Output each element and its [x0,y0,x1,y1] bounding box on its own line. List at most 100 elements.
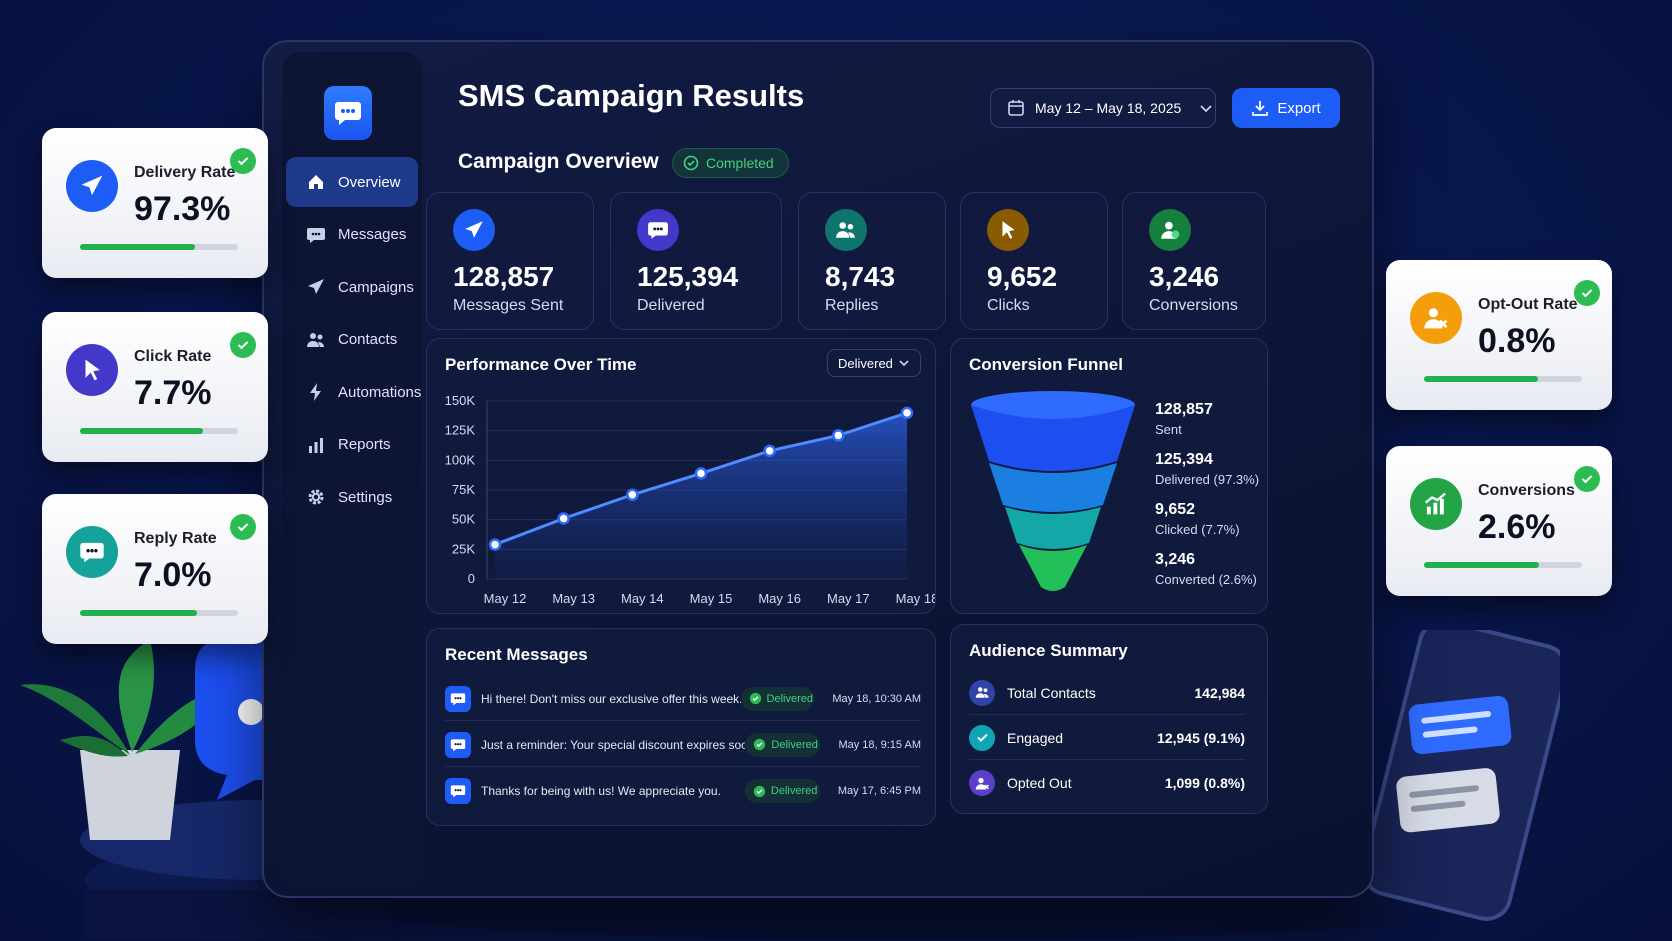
metric-dropdown-label: Delivered [838,355,893,371]
kpi-progress-fill [80,428,204,434]
performance-panel: Performance Over Time Delivered 0 25K 50K 7… [426,338,936,614]
stat-label: Delivered [637,297,705,314]
stat-card-delivered[interactable]: 125,394 Delivered [610,192,782,330]
export-button[interactable]: Export [1232,88,1340,128]
users-icon [307,332,324,347]
kpi-label: Reply Rate [134,530,217,547]
check-circle-icon [683,155,699,171]
stat-value: 128,857 [453,261,555,292]
audience-panel: Audience Summary Total Contacts 142,984 … [950,624,1268,814]
kpi-card-delivery-rate: Delivery Rate 97.3% [42,128,268,278]
message-row[interactable]: Hi there! Don't miss our exclusive offer… [445,677,921,721]
stat-card-messages-sent[interactable]: 128,857 Messages Sent [426,192,594,330]
data-point[interactable] [900,406,914,420]
message-time: May 18, 10:30 AM [832,692,921,705]
audience-row-opted-out: Opted Out 1,099 (0.8%) [969,761,1245,805]
sidebar-item-reports[interactable]: Reports [286,420,418,470]
message-time: May 18, 9:15 AM [838,738,921,751]
kpi-label: Conversions [1478,482,1575,499]
funnel-chart [971,391,1135,591]
stat-icon-wrap [987,209,1029,251]
chat-icon [450,738,466,751]
kpi-progress-fill [1424,376,1538,382]
data-point[interactable] [763,444,776,458]
kpi-value: 2.6% [1478,508,1556,546]
funnel-label: 125,394 Delivered (97.3%) [1155,451,1259,487]
sidebar-item-messages[interactable]: Messages [286,210,418,260]
stat-card-clicks[interactable]: 9,652 Clicks [960,192,1108,330]
audience-icon-wrap [969,770,995,796]
audience-value: 12,945 (9.1%) [1157,729,1245,746]
app-logo-icon[interactable] [324,86,372,140]
stat-value: 8,743 [825,261,896,292]
sidebar-item-automations[interactable]: Automations [286,367,422,417]
kpi-progress-fill [1424,562,1540,568]
data-point[interactable] [832,429,845,442]
cursor-icon [85,359,100,381]
chat-icon [80,542,104,563]
sidebar-item-campaigns[interactable]: Campaigns [286,262,418,312]
funnel-stage-label: Clicked (7.7%) [1155,522,1240,537]
sidebar-item-overview[interactable]: Overview [286,157,418,207]
stat-value: 9,652 [987,261,1058,292]
x-tick-label: May 17 [827,591,870,606]
y-tick-label: 25K [452,541,475,556]
stat-card-conversions[interactable]: 3,246 Conversions [1122,192,1266,330]
sidebar-item-settings[interactable]: Settings [286,472,418,522]
metric-dropdown[interactable]: Delivered [827,349,921,377]
y-tick-label: 125K [445,423,476,438]
chat-icon [450,785,466,798]
message-icon-wrap [445,778,471,804]
kpi-label: Delivery Rate [134,164,236,181]
date-range-picker[interactable]: May 12 – May 18, 2025 [990,88,1216,128]
date-range-label: May 12 – May 18, 2025 [1035,100,1182,116]
message-text: Just a reminder: Your special discount e… [481,737,746,752]
check-circle-icon [753,785,766,797]
funnel-label: 128,857 Sent [1155,401,1213,437]
data-point[interactable] [694,467,708,480]
chat-icon [450,692,466,705]
page-title: SMS Campaign Results [458,78,805,113]
data-point[interactable] [626,488,639,501]
delivered-badge: Delivered [740,686,815,711]
kpi-progress-track [80,244,238,250]
y-tick-label: 75K [452,482,475,497]
data-point[interactable] [488,538,502,551]
check-icon [230,514,256,540]
sidebar-item-label: Settings [338,488,393,506]
chat-icon [307,227,325,243]
recent-messages-panel: Recent Messages Hi there! Don't miss our… [426,628,936,826]
funnel-stage-label: Delivered (97.3%) [1155,472,1260,487]
kpi-value: 0.8% [1478,322,1556,360]
funnel-stage-delivered [989,463,1117,512]
message-row[interactable]: Just a reminder: Your special discount e… [445,723,921,767]
message-time: May 17, 6:45 PM [837,785,921,797]
bar-chart-icon [309,437,323,453]
audience-icon-wrap [969,679,995,706]
sidebar-item-contacts[interactable]: Contacts [286,315,418,365]
phone-decoration-icon [1361,630,1560,921]
delivered-badge: Delivered [745,732,821,757]
home-icon [309,175,323,189]
y-tick-label: 0 [468,571,475,586]
kpi-value: 7.7% [134,374,212,412]
sidebar: Overview Messages Campaigns Contacts Automat… [282,52,422,888]
audience-row-engaged: Engaged 12,945 (9.1%) [969,716,1245,760]
stat-card-replies[interactable]: 8,743 Replies [798,192,946,330]
sidebar-item-label: Messages [338,226,407,243]
chevron-down-icon [1200,105,1212,113]
x-tick-label: May 13 [552,591,595,606]
users-icon [836,222,855,238]
user-minus-icon [975,777,989,789]
sidebar-item-label: Automations [338,383,422,401]
send-icon [81,175,103,196]
message-row[interactable]: Thanks for being with us! We appreciate … [445,769,921,813]
funnel-title: Conversion Funnel [969,355,1123,374]
send-icon [308,279,324,294]
kpi-icon-wrap [66,160,118,212]
performance-chart: 0 25K 50K 75K 100K 125K 150K May 12 May 13 May 14… [445,393,935,606]
message-status: Delivered [770,785,818,797]
audience-value: 1,099 (0.8%) [1164,775,1245,791]
data-point[interactable] [557,512,570,525]
status-badge: Completed [672,148,789,178]
